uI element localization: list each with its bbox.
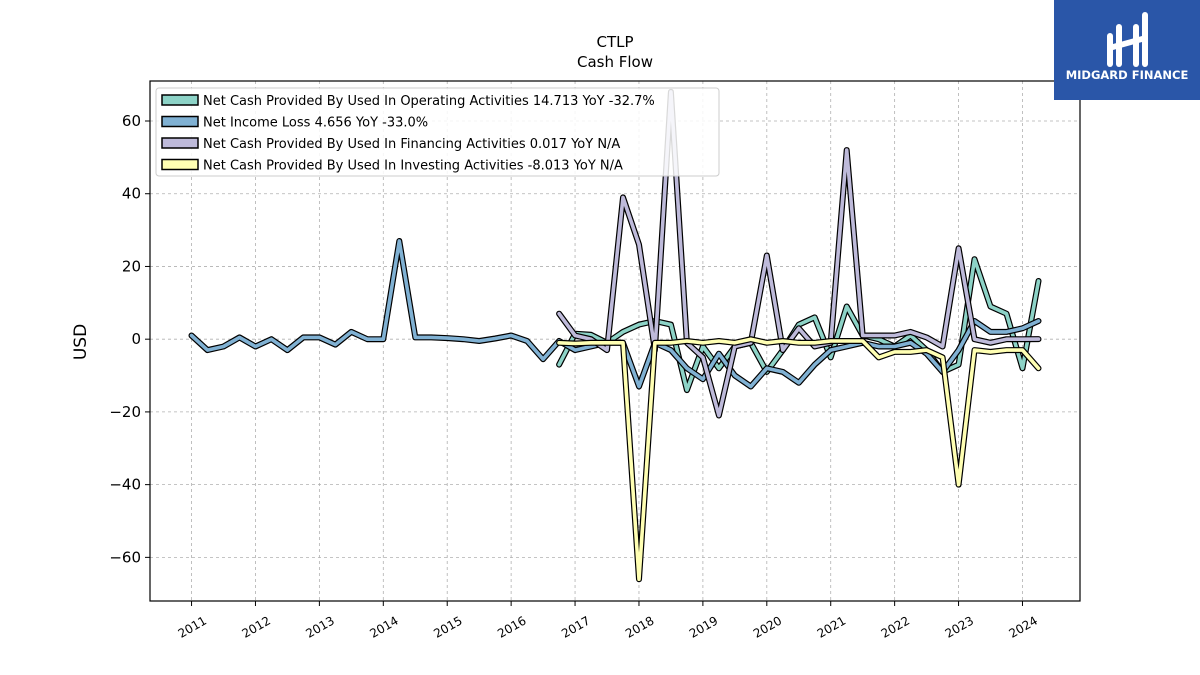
y-tick-label: −40 bbox=[109, 476, 141, 494]
x-tick-label: 2022 bbox=[879, 613, 912, 640]
x-tick-label: 2016 bbox=[495, 613, 528, 640]
x-axis-ticks: 2011 2012 2013 2014 2015 2016 2017 2018 2019 2020… bbox=[176, 601, 1040, 641]
chart-subtitle: Cash Flow bbox=[577, 53, 653, 71]
x-tick-label: 2011 bbox=[176, 613, 209, 640]
legend-swatch-2 bbox=[161, 137, 199, 149]
logo-text: MIDGARD FINANCE bbox=[1065, 68, 1189, 82]
legend-label-3: Net Cash Provided By Used In Investing A… bbox=[203, 159, 623, 174]
logo-mark-icon bbox=[1107, 12, 1148, 67]
legend-box bbox=[155, 87, 720, 177]
chart-title: CTLP bbox=[596, 33, 633, 51]
x-tick-label: 2018 bbox=[623, 613, 656, 640]
legend-label-0: Net Cash Provided By Used In Operating A… bbox=[203, 94, 655, 109]
x-tick-label: 2019 bbox=[687, 613, 720, 640]
x-tick-label: 2017 bbox=[559, 613, 592, 640]
y-axis-label: USD bbox=[71, 324, 91, 360]
y-axis-ticks: −60 −40 −20 0 20 40 60 bbox=[109, 112, 150, 566]
plot-frame bbox=[149, 80, 1081, 602]
series-line-2 bbox=[557, 90, 1041, 418]
y-tick-label: 60 bbox=[122, 112, 141, 130]
x-tick-label: 2020 bbox=[751, 613, 784, 640]
y-tick-label: 20 bbox=[122, 257, 141, 275]
x-tick-label: 2021 bbox=[815, 613, 848, 640]
midgard-finance-logo: MIDGARD FINANCE bbox=[1054, 0, 1200, 100]
y-tick-label: −60 bbox=[109, 548, 141, 566]
y-tick-label: 0 bbox=[131, 330, 141, 348]
legend-swatch-1 bbox=[161, 115, 199, 128]
series-line-3 bbox=[557, 337, 1041, 581]
legend-swatch-0 bbox=[161, 94, 199, 106]
legend-label-1: Net Income Loss 4.656 YoY -33.0% bbox=[203, 116, 428, 131]
series-line-0 bbox=[557, 257, 1041, 392]
x-tick-label: 2023 bbox=[943, 613, 976, 640]
y-tick-label: −20 bbox=[109, 403, 141, 421]
x-tick-label: 2014 bbox=[367, 613, 400, 640]
legend-swatch-3 bbox=[161, 158, 199, 171]
x-tick-label: 2024 bbox=[1007, 613, 1040, 640]
legend-label-2: Net Cash Provided By Used In Financing A… bbox=[203, 137, 620, 152]
legend: Net Cash Provided By Used In Operating A… bbox=[155, 87, 720, 177]
y-tick-label: 40 bbox=[122, 185, 141, 203]
x-tick-label: 2013 bbox=[303, 613, 336, 640]
x-tick-label: 2015 bbox=[431, 613, 464, 640]
x-tick-label: 2012 bbox=[240, 613, 273, 640]
series-lines bbox=[188, 88, 1042, 583]
